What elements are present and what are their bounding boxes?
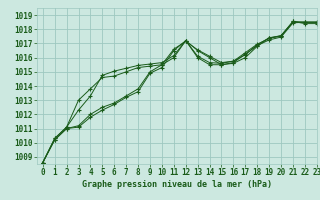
X-axis label: Graphe pression niveau de la mer (hPa): Graphe pression niveau de la mer (hPa)	[82, 180, 272, 189]
